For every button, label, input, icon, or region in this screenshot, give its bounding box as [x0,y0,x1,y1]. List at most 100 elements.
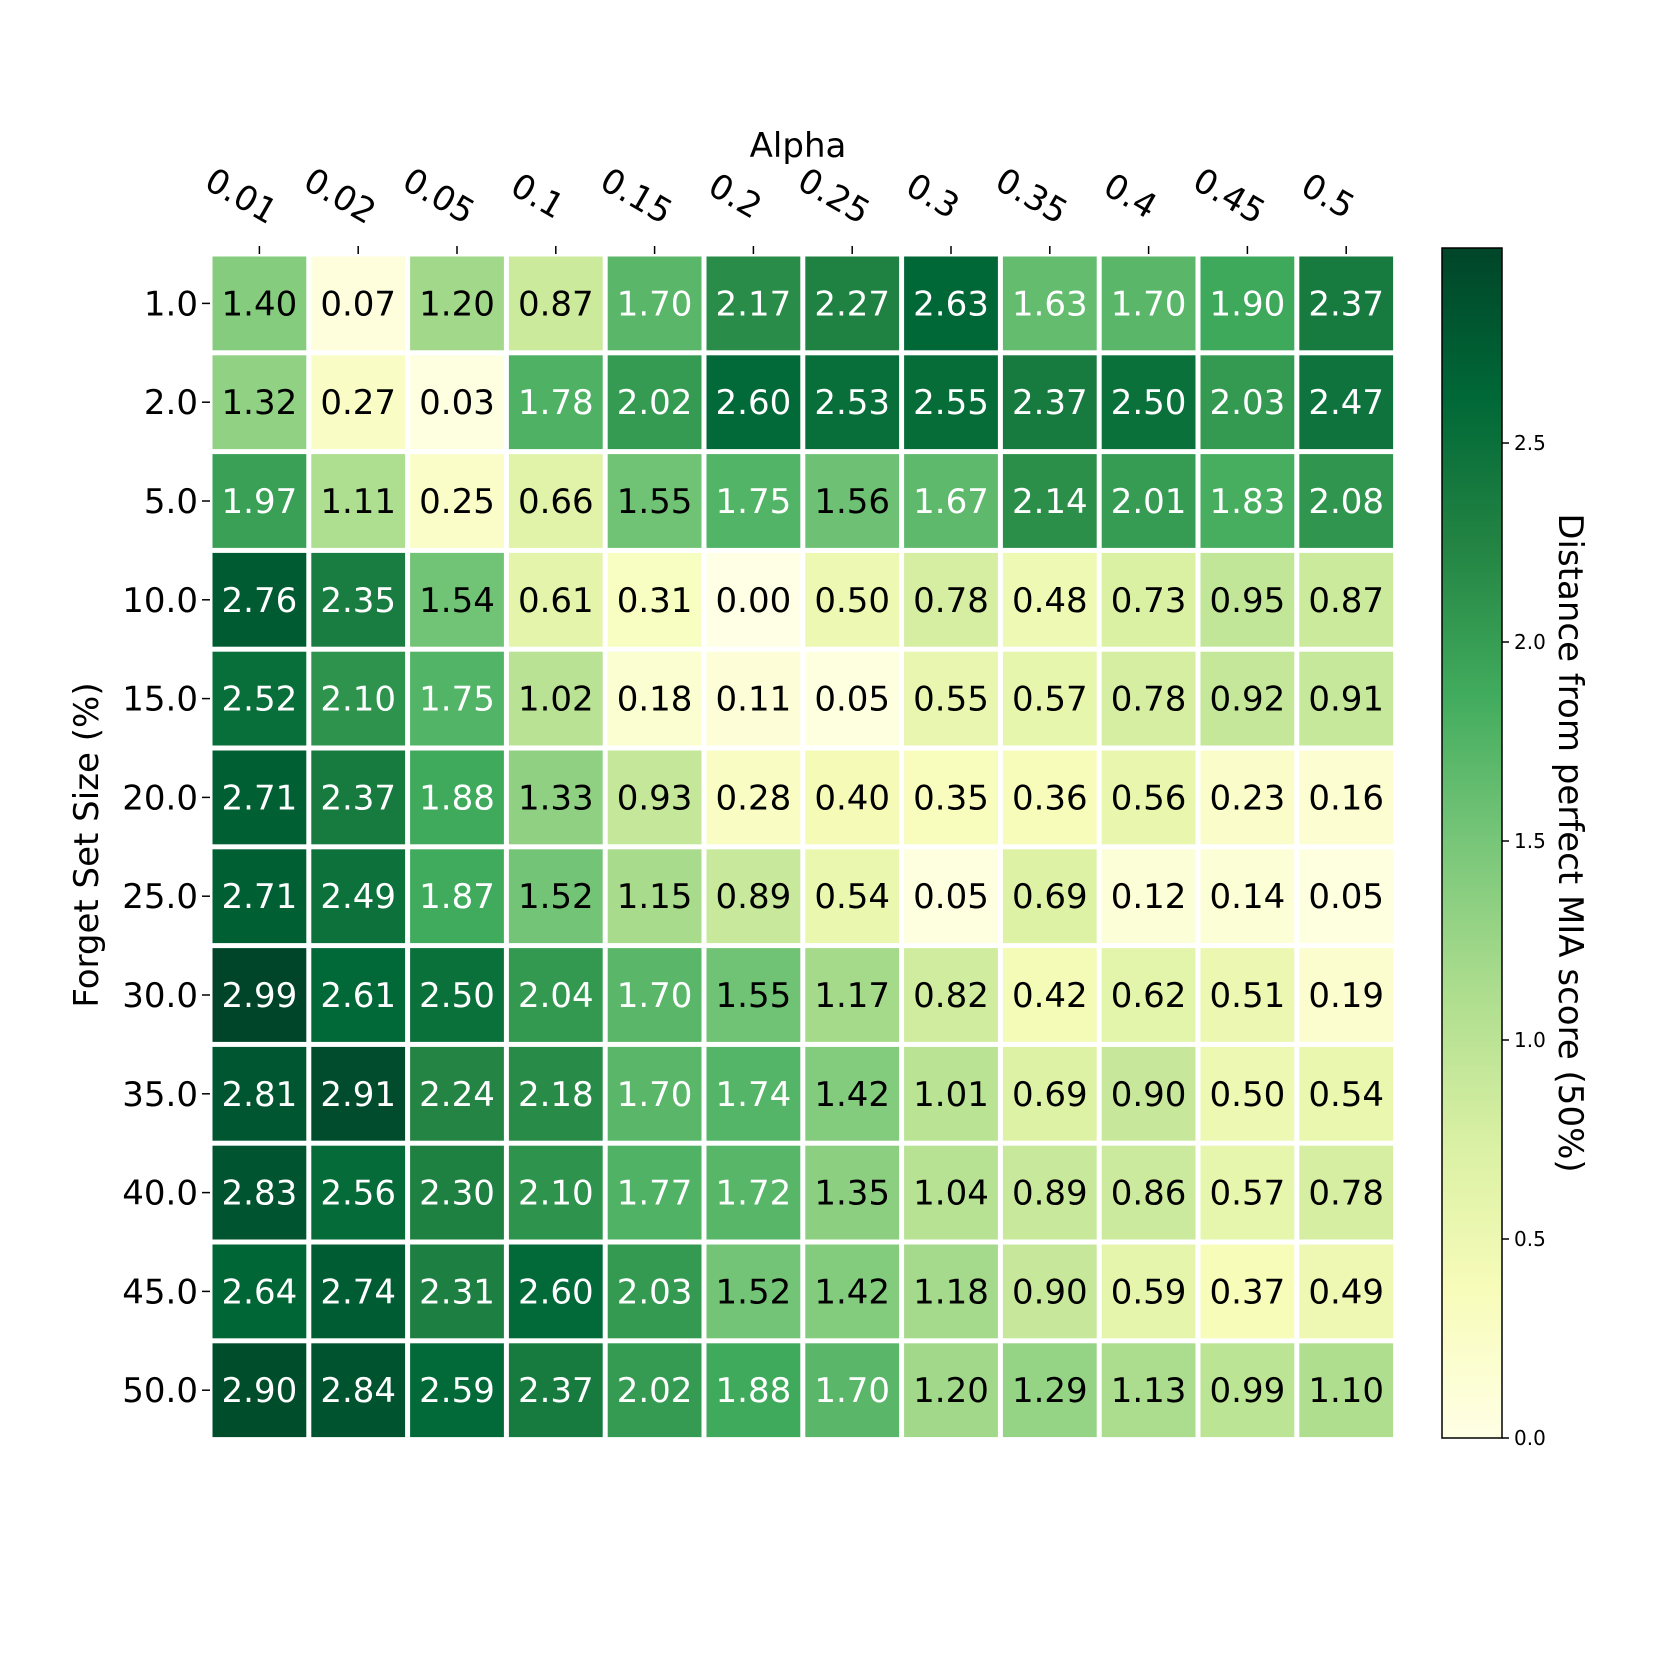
heatmap-cell [410,256,504,351]
heatmap-cell-value: 1.56 [814,482,890,522]
heatmap-cell [212,1343,307,1438]
heatmap-cell [706,750,801,845]
heatmap-cell [1200,256,1295,351]
heatmap-cell-value: 0.57 [1012,680,1088,720]
heatmap-cell [706,1343,801,1438]
heatmap-cell [1002,454,1097,548]
heatmap-cell [311,1244,406,1339]
heatmap-cell [805,849,900,944]
heatmap-cell [1299,454,1394,548]
colorbar-tick-label: 0.5 [1514,1227,1546,1251]
heatmap-cell-value: 2.08 [1308,482,1384,522]
heatmap-cell [212,948,307,1042]
heatmap-cell-value: 1.70 [617,284,693,324]
heatmap-cell [1002,1046,1097,1141]
heatmap-cell-value: 2.37 [1308,284,1384,324]
heatmap-cell [1101,454,1196,548]
heatmap-cell-value: 1.75 [716,482,792,522]
heatmap-cell [805,948,900,1042]
heatmap-cell-value: 2.56 [320,1174,396,1214]
x-tick-label: 0.3 [899,166,966,228]
heatmap-cell-value: 1.35 [814,1174,890,1214]
heatmap-cell-value: 1.52 [518,877,594,917]
heatmap-cell [311,1046,406,1141]
heatmap-cell-value: 0.56 [1111,778,1187,818]
heatmap-cell [1002,1343,1097,1438]
heatmap-cell [212,1244,307,1339]
heatmap-cell [1299,1046,1394,1141]
heatmap-cell-value: 0.69 [1012,1075,1088,1115]
heatmap-cell-value: 1.13 [1111,1371,1187,1411]
x-axis: 0.01 0.02 0.05 0.1 0.15 0.2 0.25 0.3 0.35 0.4 0.45… [198,160,1361,254]
heatmap-cell-value: 1.42 [814,1075,890,1115]
x-tick-label: 0.45 [1186,160,1272,232]
x-tick-label: 0.02 [297,160,383,232]
heatmap-cell [1101,1244,1196,1339]
heatmap-cell-value: 2.84 [320,1371,396,1411]
heatmap-cell-value: 1.70 [814,1371,890,1411]
heatmap-cell-value: 0.18 [617,680,693,720]
colorbar-gradient [1441,247,1503,1439]
heatmap-cell-value: 2.03 [617,1272,693,1312]
heatmap-cell [410,948,504,1042]
heatmap-cell [508,1244,603,1339]
heatmap-cell [1299,1343,1394,1438]
heatmap-cell [607,1145,702,1240]
heatmap-cell-value: 0.36 [1012,778,1088,818]
heatmap-cell-value: 0.95 [1210,581,1286,621]
heatmap-cell [904,750,998,845]
heatmap-cell-value: 1.88 [716,1371,792,1411]
heatmap-cell [904,1343,998,1438]
heatmap-cell [1299,1145,1394,1240]
heatmap-cell [607,948,702,1042]
heatmap-cell-value: 2.63 [913,284,989,324]
heatmap-cell [805,1343,900,1438]
heatmap-cell [805,355,900,450]
heatmap-cell [508,454,603,548]
heatmap-cell [212,750,307,845]
heatmap-cell [1002,355,1097,450]
heatmap-cell-value: 1.70 [617,1075,693,1115]
heatmap-cell-value: 1.54 [419,581,495,621]
heatmap-cell [311,1343,406,1438]
heatmap-cell-value: 0.05 [814,680,890,720]
heatmap-cell-value: 1.42 [814,1272,890,1312]
heatmap-cell-value: 2.74 [320,1272,396,1312]
heatmap-cell [607,849,702,944]
heatmap-cell [1101,651,1196,746]
heatmap-cell [508,1046,603,1141]
heatmap-cell [1101,1343,1196,1438]
heatmap-cell [1101,750,1196,845]
x-tick-label: 0.05 [396,160,482,232]
y-tick-label: 5.0 [144,482,198,522]
heatmap-cell-value: 1.83 [1210,482,1286,522]
heatmap-cell [607,1046,702,1141]
heatmap-cell [607,552,702,647]
x-tick-label: 0.5 [1294,166,1361,228]
heatmap-cell-value: 0.90 [1012,1272,1088,1312]
heatmap-cell-value: 0.23 [1210,778,1286,818]
heatmap-cell [607,454,702,548]
heatmap-cell-value: 1.02 [518,680,594,720]
heatmap-cell-value: 0.14 [1210,877,1286,917]
heatmap-cell [311,454,406,548]
heatmap-cell-value: 2.14 [1012,482,1088,522]
heatmap-cell-value: 0.73 [1111,581,1187,621]
heatmap-cell-value: 0.89 [716,877,792,917]
heatmap-cell [311,355,406,450]
x-tick-label: 0.1 [504,166,571,228]
y-tick-label: 10.0 [122,581,198,621]
heatmap-cell [311,256,406,351]
y-tick-label: 50.0 [122,1371,198,1411]
heatmap-cell [1299,651,1394,746]
heatmap-cell-value: 1.10 [1308,1371,1384,1411]
heatmap-cell-value: 1.11 [320,482,396,522]
heatmap-cell-value: 0.89 [1012,1174,1088,1214]
colorbar: 0.0 0.5 1.0 1.5 2.0 2.5 Distance from perfect… [1441,247,1590,1450]
heatmap-cell-value: 2.24 [419,1075,495,1115]
heatmap-cell [706,454,801,548]
heatmap-cell-value: 0.28 [716,778,792,818]
heatmap-cell [410,1343,504,1438]
heatmap-cell-value: 2.50 [419,976,495,1016]
heatmap-cell [212,849,307,944]
